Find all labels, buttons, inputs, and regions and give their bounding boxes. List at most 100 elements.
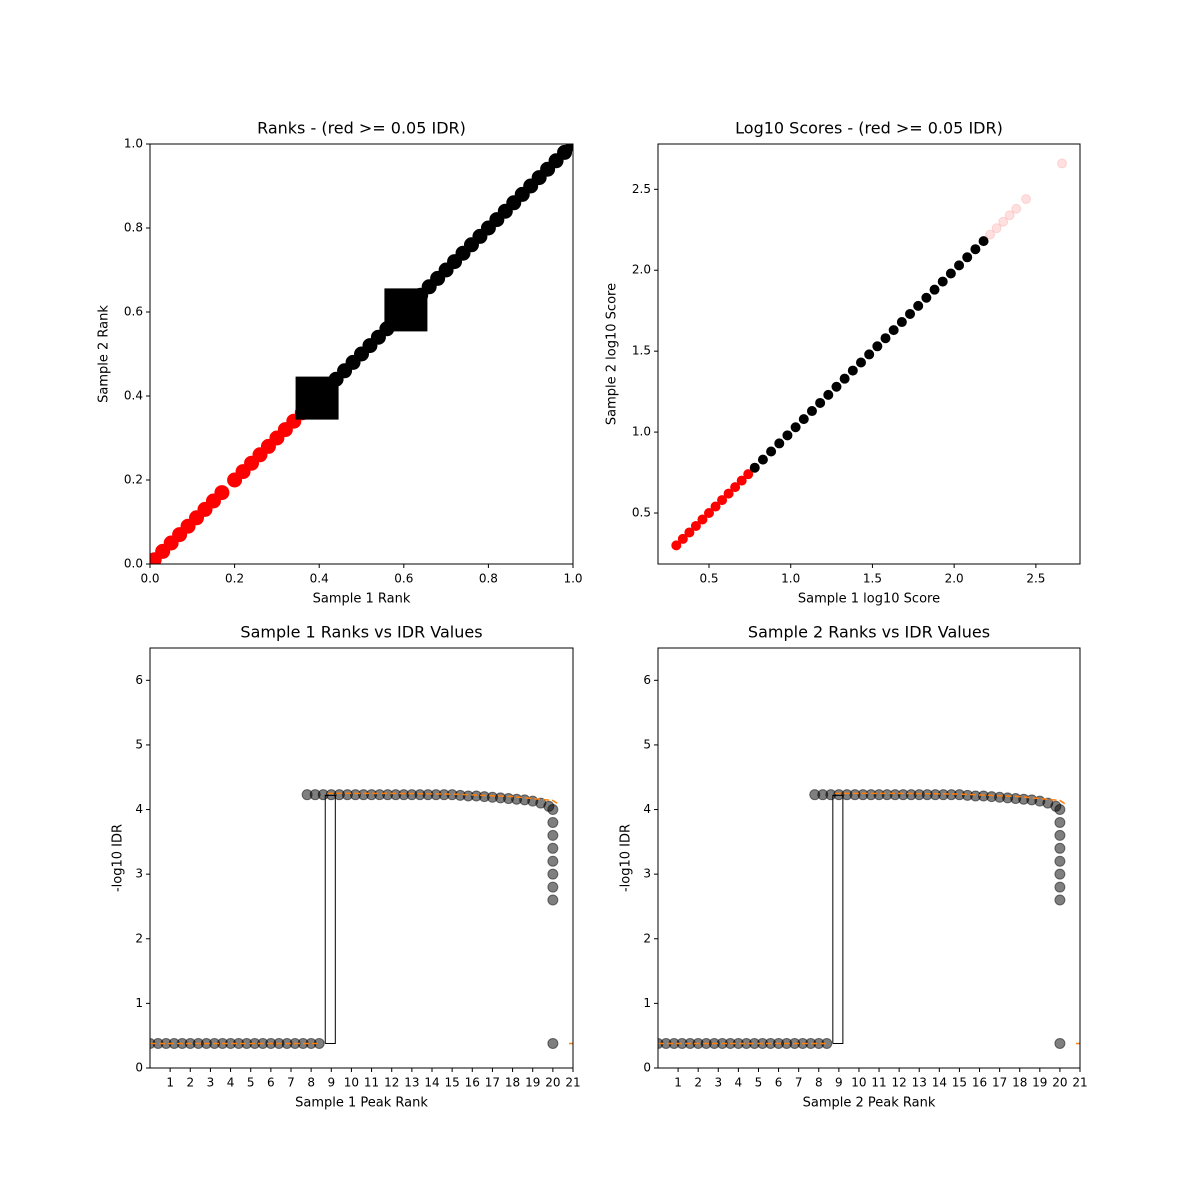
point [671, 540, 682, 551]
x-tick-label: 4 [227, 1076, 235, 1090]
point [774, 438, 785, 449]
x-tick-label: 3 [714, 1076, 722, 1090]
y-tick-label: 0 [643, 1061, 651, 1075]
x-tick-label: 21 [565, 1076, 580, 1090]
x-tick-label: 15 [445, 1076, 460, 1090]
point [896, 317, 907, 328]
point [1004, 210, 1015, 221]
point [880, 333, 891, 344]
point [1054, 855, 1066, 867]
y-tick-label: 2 [643, 931, 651, 945]
x-tick-label: 16 [465, 1076, 480, 1090]
point [384, 288, 428, 332]
x-tick-label: 19 [525, 1076, 540, 1090]
x-tick-label: 0.4 [310, 572, 329, 586]
plot-area [150, 144, 573, 564]
x-tick-label: 14 [932, 1076, 947, 1090]
x-axis-label: Sample 2 Peak Rank [803, 1096, 936, 1111]
x-tick-label: 12 [892, 1076, 907, 1090]
x-tick-label: 18 [1012, 1076, 1027, 1090]
y-axis-label: -log10 IDR [619, 824, 634, 892]
point [1054, 842, 1066, 854]
x-tick-label: 8 [307, 1076, 315, 1090]
point [1021, 194, 1032, 205]
point [1054, 816, 1066, 828]
x-tick-label: 17 [485, 1076, 500, 1090]
y-tick-label: 3 [135, 867, 143, 881]
x-tick-label: 0.2 [225, 572, 244, 586]
point [1054, 881, 1066, 893]
point [962, 252, 973, 263]
chart-title: Sample 1 Ranks vs IDR Values [240, 623, 482, 642]
y-tick-label: 4 [643, 802, 651, 816]
y-tick-label: 1.5 [632, 344, 651, 358]
x-axis-label: Sample 1 log10 Score [798, 592, 940, 607]
x-tick-label: 21 [1072, 1076, 1087, 1090]
x-tick-label: 12 [384, 1076, 399, 1090]
y-tick-label: 2.0 [632, 263, 651, 277]
axes-frame [657, 647, 1081, 1069]
point [921, 292, 932, 303]
point [547, 829, 559, 841]
point [717, 495, 728, 506]
line [324, 794, 336, 1044]
chart-title: Ranks - (red >= 0.05 IDR) [257, 119, 466, 138]
point [547, 1037, 559, 1049]
x-tick-label: 0.5 [699, 572, 718, 586]
point [945, 268, 956, 279]
x-tick-label: 5 [755, 1076, 763, 1090]
point [929, 284, 940, 295]
y-axis-label: Sample 2 Rank [97, 305, 112, 403]
point [749, 462, 760, 473]
point [730, 482, 741, 493]
plot-area [150, 789, 573, 1049]
point [766, 446, 777, 457]
x-tick-label: 0.0 [140, 572, 159, 586]
line [150, 792, 573, 1045]
x-tick-label: 13 [912, 1076, 927, 1090]
point [991, 223, 1002, 234]
x-tick-label: 20 [1052, 1076, 1067, 1090]
y-tick-label: 1.0 [632, 425, 651, 439]
point [864, 349, 875, 360]
x-tick-label: 16 [972, 1076, 987, 1090]
x-tick-label: 2 [694, 1076, 702, 1090]
line [658, 792, 1080, 1045]
x-tick-label: 17 [992, 1076, 1007, 1090]
point [815, 397, 826, 408]
point [839, 373, 850, 384]
point [1054, 868, 1066, 880]
point [798, 414, 809, 425]
x-tick-label: 11 [364, 1076, 379, 1090]
x-tick-label: 9 [835, 1076, 843, 1090]
y-tick-label: 0.6 [124, 305, 143, 319]
y-axis-label: -log10 IDR [111, 824, 126, 892]
y-tick-label: 0.0 [124, 557, 143, 571]
x-tick-label: 20 [545, 1076, 560, 1090]
x-tick-label: 7 [287, 1076, 295, 1090]
chart-title: Log10 Scores - (red >= 0.05 IDR) [735, 119, 1003, 138]
point [998, 216, 1009, 227]
point [985, 229, 996, 240]
plot-area [671, 158, 1068, 551]
x-tick-label: 2.5 [1026, 572, 1045, 586]
line [832, 794, 844, 1044]
x-tick-label: 0.8 [479, 572, 498, 586]
point [723, 488, 734, 499]
x-tick-label: 6 [775, 1076, 783, 1090]
x-tick-label: 4 [735, 1076, 743, 1090]
point [872, 341, 883, 352]
point [913, 300, 924, 311]
point [855, 357, 866, 368]
point [547, 894, 559, 906]
x-axis-label: Sample 1 Peak Rank [295, 1096, 428, 1111]
plot-area [658, 789, 1080, 1049]
point [970, 244, 981, 255]
point [547, 868, 559, 880]
axes-frame [149, 647, 574, 1069]
point [954, 260, 965, 271]
chart-title: Sample 2 Ranks vs IDR Values [748, 623, 990, 642]
x-tick-label: 10 [344, 1076, 359, 1090]
x-tick-label: 2.0 [945, 572, 964, 586]
